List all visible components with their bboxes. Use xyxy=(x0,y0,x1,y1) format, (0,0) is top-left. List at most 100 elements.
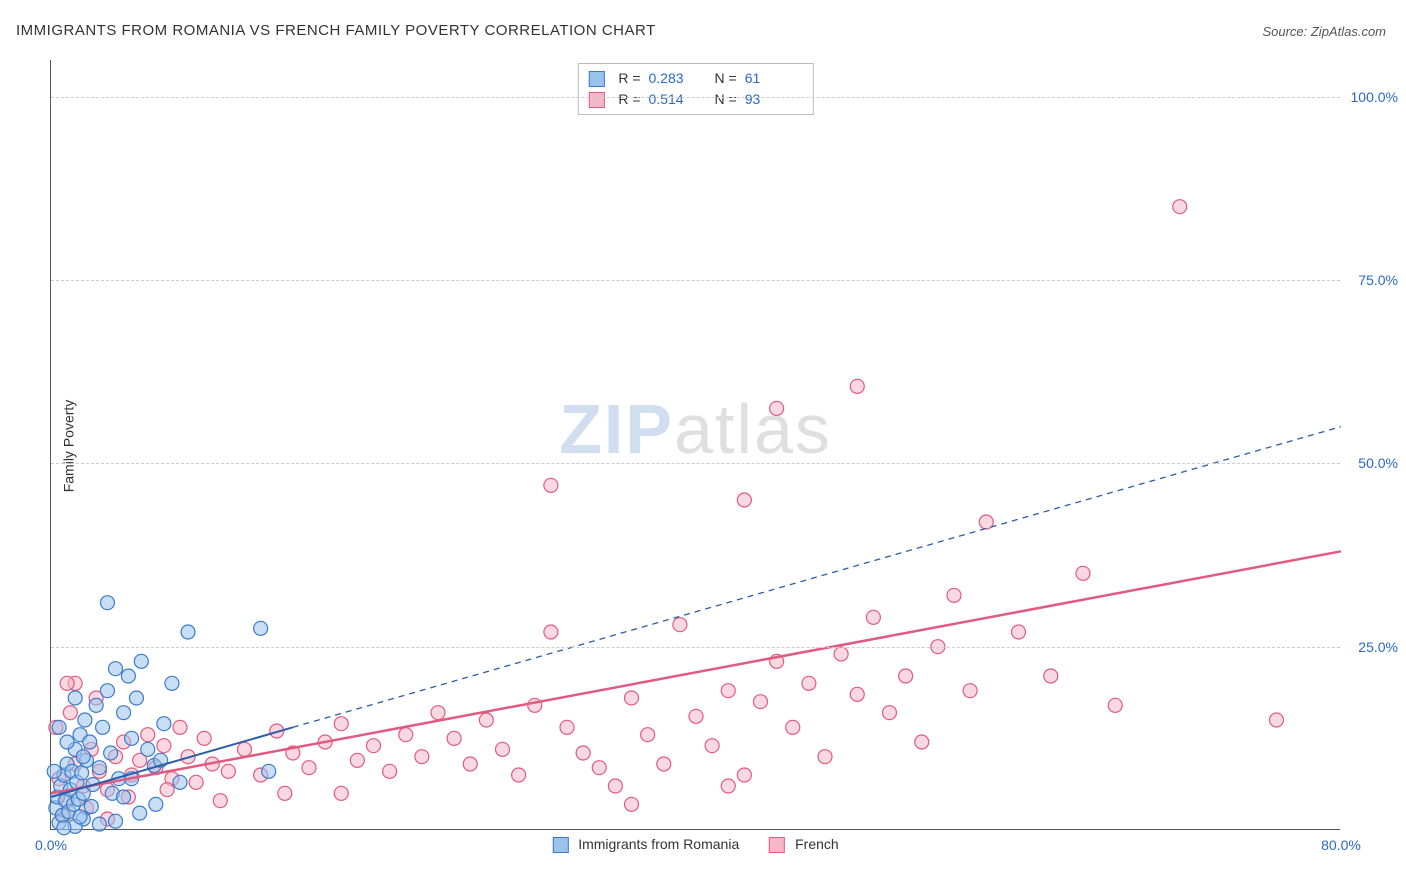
scatter-point xyxy=(1076,566,1090,580)
scatter-point xyxy=(1012,625,1026,639)
scatter-point xyxy=(592,761,606,775)
gridline xyxy=(51,647,1340,648)
scatter-point xyxy=(754,695,768,709)
trend-line-romania-extrapolated xyxy=(293,427,1341,728)
scatter-point xyxy=(431,706,445,720)
scatter-point xyxy=(134,654,148,668)
scatter-point xyxy=(415,750,429,764)
scatter-point xyxy=(963,684,977,698)
scatter-point xyxy=(625,691,639,705)
scatter-point xyxy=(866,610,880,624)
scatter-point xyxy=(84,800,98,814)
scatter-point xyxy=(173,775,187,789)
scatter-point xyxy=(83,735,97,749)
scatter-point xyxy=(96,720,110,734)
scatter-point xyxy=(89,698,103,712)
legend-label-french: French xyxy=(795,836,839,852)
scatter-point xyxy=(92,817,106,831)
scatter-point xyxy=(512,768,526,782)
scatter-point xyxy=(899,669,913,683)
scatter-point xyxy=(786,720,800,734)
scatter-point xyxy=(850,379,864,393)
scatter-point xyxy=(76,750,90,764)
scatter-point xyxy=(367,739,381,753)
scatter-point xyxy=(157,739,171,753)
scatter-point xyxy=(278,786,292,800)
scatter-point xyxy=(181,625,195,639)
scatter-point xyxy=(641,728,655,742)
swatch-french-icon xyxy=(769,837,785,853)
plot-area: ZIPatlas R = 0.283 N = 61 R = 0.514 N = … xyxy=(50,60,1340,830)
scatter-point xyxy=(544,478,558,492)
scatter-point xyxy=(689,709,703,723)
scatter-point xyxy=(160,783,174,797)
scatter-point xyxy=(60,735,74,749)
scatter-point xyxy=(197,731,211,745)
scatter-point xyxy=(141,728,155,742)
scatter-point xyxy=(915,735,929,749)
legend-label-romania: Immigrants from Romania xyxy=(578,836,739,852)
scatter-point xyxy=(463,757,477,771)
scatter-point xyxy=(850,687,864,701)
scatter-point xyxy=(100,684,114,698)
scatter-svg xyxy=(51,60,1340,829)
scatter-point xyxy=(576,746,590,760)
scatter-point xyxy=(189,775,203,789)
scatter-point xyxy=(383,764,397,778)
scatter-point xyxy=(334,786,348,800)
scatter-point xyxy=(63,706,77,720)
swatch-romania-icon xyxy=(552,837,568,853)
scatter-point xyxy=(149,797,163,811)
scatter-point xyxy=(104,746,118,760)
scatter-point xyxy=(802,676,816,690)
scatter-point xyxy=(57,821,71,835)
scatter-point xyxy=(1044,669,1058,683)
scatter-point xyxy=(350,753,364,767)
scatter-point xyxy=(1108,698,1122,712)
scatter-point xyxy=(73,810,87,824)
scatter-point xyxy=(47,764,61,778)
scatter-point xyxy=(673,618,687,632)
scatter-point xyxy=(1270,713,1284,727)
scatter-point xyxy=(173,720,187,734)
scatter-point xyxy=(117,790,131,804)
scatter-point xyxy=(883,706,897,720)
scatter-point xyxy=(770,401,784,415)
legend-item-french: French xyxy=(769,836,838,853)
scatter-point xyxy=(78,713,92,727)
y-tick-label: 25.0% xyxy=(1358,639,1398,655)
scatter-point xyxy=(60,676,74,690)
scatter-point xyxy=(213,794,227,808)
scatter-point xyxy=(117,706,131,720)
y-tick-label: 75.0% xyxy=(1358,272,1398,288)
scatter-point xyxy=(657,757,671,771)
trend-line-french xyxy=(51,551,1341,793)
scatter-point xyxy=(68,691,82,705)
scatter-point xyxy=(157,717,171,731)
scatter-point xyxy=(705,739,719,753)
scatter-point xyxy=(109,814,123,828)
scatter-point xyxy=(479,713,493,727)
series-legend: Immigrants from Romania French xyxy=(552,836,838,853)
scatter-point xyxy=(100,596,114,610)
scatter-point xyxy=(121,669,135,683)
gridline xyxy=(51,97,1340,98)
scatter-point xyxy=(544,625,558,639)
scatter-point xyxy=(625,797,639,811)
scatter-point xyxy=(721,684,735,698)
scatter-point xyxy=(496,742,510,756)
scatter-point xyxy=(1173,200,1187,214)
scatter-point xyxy=(447,731,461,745)
scatter-point xyxy=(834,647,848,661)
scatter-point xyxy=(254,621,268,635)
scatter-point xyxy=(302,761,316,775)
gridline xyxy=(51,463,1340,464)
scatter-point xyxy=(133,806,147,820)
scatter-point xyxy=(560,720,574,734)
scatter-point xyxy=(165,676,179,690)
legend-item-romania: Immigrants from Romania xyxy=(552,836,739,853)
y-tick-label: 100.0% xyxy=(1351,89,1398,105)
scatter-point xyxy=(262,764,276,778)
scatter-point xyxy=(221,764,235,778)
scatter-point xyxy=(399,728,413,742)
